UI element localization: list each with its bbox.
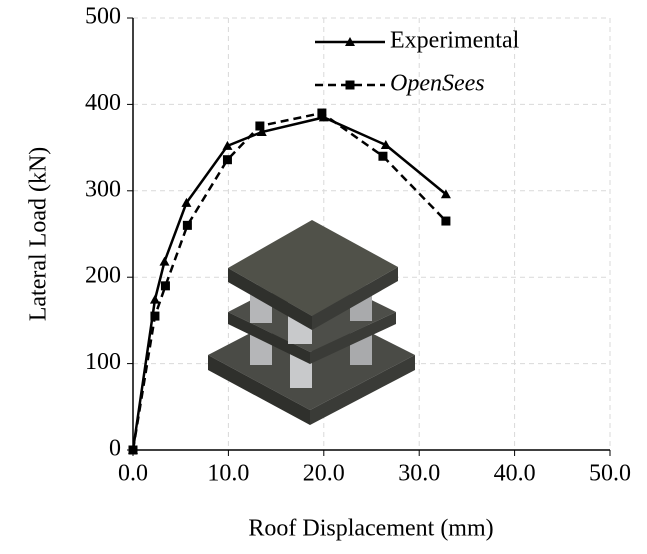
y-tick-label: 500 <box>85 4 121 30</box>
legend-label: Experimental <box>390 28 520 54</box>
marker <box>159 257 169 266</box>
marker <box>378 152 387 161</box>
marker <box>317 109 326 118</box>
marker <box>150 312 159 321</box>
y-tick-label: 100 <box>85 349 121 375</box>
x-tick-label: 40.0 <box>494 461 536 487</box>
marker <box>255 122 264 131</box>
x-tick-label: 30.0 <box>398 461 440 487</box>
y-tick-label: 200 <box>85 263 121 289</box>
marker <box>161 281 170 290</box>
x-axis-label: Roof Displacement (mm) <box>248 516 493 542</box>
legend-label: OpenSees <box>390 71 485 97</box>
marker <box>223 155 232 164</box>
building-illustration <box>208 220 415 425</box>
y-tick-label: 0 <box>109 436 121 462</box>
marker <box>441 217 450 226</box>
legend-marker <box>346 81 355 90</box>
chart: Lateral Load (kN) Roof Displacement (mm)… <box>0 0 647 554</box>
x-tick-label: 50.0 <box>589 461 631 487</box>
y-axis-label: Lateral Load (kN) <box>26 147 52 322</box>
x-tick-label: 20.0 <box>303 461 345 487</box>
marker <box>129 446 138 455</box>
x-tick-label: 10.0 <box>207 461 249 487</box>
y-tick-label: 400 <box>85 90 121 116</box>
x-tick-label: 0.0 <box>118 461 148 487</box>
y-tick-label: 300 <box>85 176 121 202</box>
marker <box>183 221 192 230</box>
